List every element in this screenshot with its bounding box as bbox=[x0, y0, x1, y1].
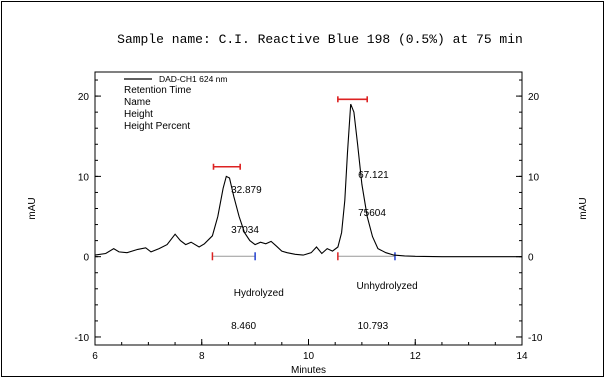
y-tick-label-left: 10 bbox=[78, 172, 90, 183]
x-tick-label: 14 bbox=[516, 351, 528, 362]
legend-field: Height bbox=[124, 109, 153, 120]
y-axis-label-right: mAU bbox=[578, 197, 589, 219]
y-tick-label-right: -10 bbox=[528, 333, 543, 344]
x-tick-label: 12 bbox=[410, 351, 422, 362]
y-tick-label-right: 20 bbox=[528, 92, 540, 103]
legend-series-label: DAD-CH1 624 nm bbox=[159, 74, 228, 84]
y-axis-label-left: mAU bbox=[27, 197, 38, 219]
peak-height-label: 67.121 bbox=[358, 170, 389, 181]
signal-trace bbox=[94, 103, 522, 258]
plot-border bbox=[94, 71, 523, 346]
peak-height-percent-label: 37034 bbox=[231, 225, 259, 236]
legend-field: Retention Time bbox=[124, 85, 192, 96]
legend-field: Height Percent bbox=[124, 121, 190, 132]
x-tick-label: 8 bbox=[199, 351, 205, 362]
y-tick-label-right: 0 bbox=[528, 253, 534, 264]
y-tick-label-left: -10 bbox=[75, 333, 90, 344]
y-tick-label-right: 10 bbox=[528, 172, 540, 183]
peak-name-label: Unhydrolyzed bbox=[357, 281, 418, 292]
peak-name-label: Hydrolyzed bbox=[234, 288, 284, 299]
peak-height-percent-label: 75604 bbox=[358, 208, 386, 219]
x-tick-label: 10 bbox=[303, 351, 315, 362]
peak-retention-time-label: 10.793 bbox=[358, 321, 389, 332]
peak-height-label: 32.879 bbox=[231, 185, 262, 196]
y-tick-label-left: 0 bbox=[83, 253, 89, 264]
y-tick-label-left: 20 bbox=[78, 92, 90, 103]
chart-title: Sample name: C.I. Reactive Blue 198 (0.5… bbox=[117, 32, 523, 47]
x-axis-label: Minutes bbox=[291, 365, 326, 376]
x-tick-label: 6 bbox=[92, 351, 98, 362]
legend-field: Name bbox=[124, 97, 151, 108]
peak-retention-time-label: 8.460 bbox=[231, 321, 256, 332]
